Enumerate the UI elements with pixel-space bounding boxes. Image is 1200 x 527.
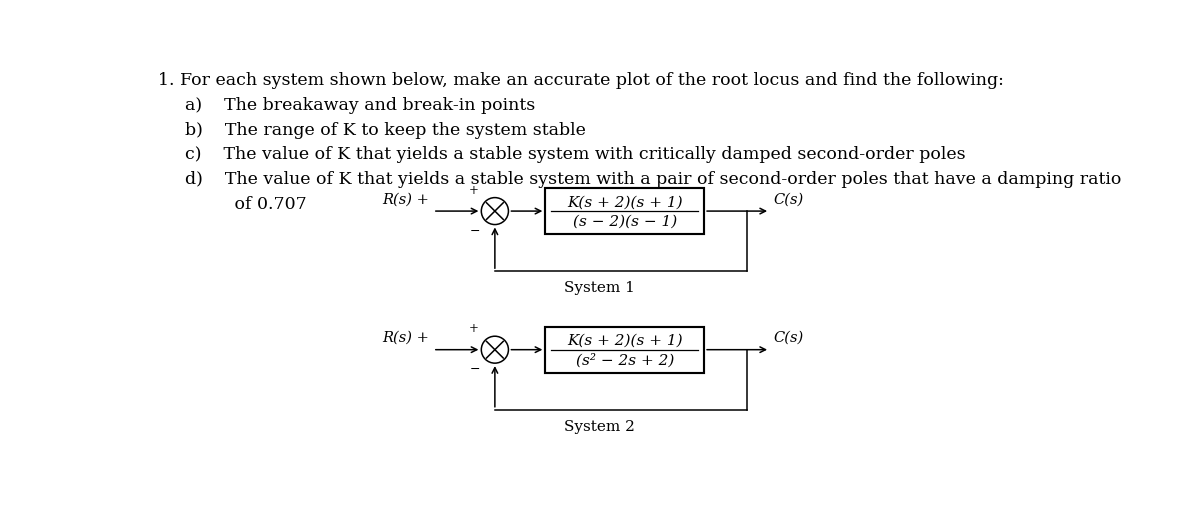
Text: System 2: System 2 [564,419,635,434]
Circle shape [481,198,509,225]
Text: (s² − 2s + 2): (s² − 2s + 2) [576,353,674,368]
Text: −: − [469,363,480,376]
Text: +: + [469,323,479,335]
Text: R(s) +: R(s) + [382,192,430,207]
Text: a)    The breakaway and break-in points: a) The breakaway and break-in points [185,97,535,114]
Text: of 0.707: of 0.707 [185,196,307,213]
Text: R(s) +: R(s) + [382,331,430,345]
Text: 1. For each system shown below, make an accurate plot of the root locus and find: 1. For each system shown below, make an … [157,73,1003,90]
Text: System 1: System 1 [564,281,635,295]
Text: C(s): C(s) [774,192,804,207]
Text: K(s + 2)(s + 1): K(s + 2)(s + 1) [566,334,683,348]
Bar [545,188,704,234]
Bar [545,327,704,373]
Text: b)    The range of K to keep the system stable: b) The range of K to keep the system sta… [185,122,586,139]
Text: +: + [469,184,479,197]
Text: c)    The value of K that yields a stable system with critically damped second-o: c) The value of K that yields a stable s… [185,147,966,163]
Text: (s − 2)(s − 1): (s − 2)(s − 1) [572,215,677,229]
Text: K(s + 2)(s + 1): K(s + 2)(s + 1) [566,195,683,209]
Circle shape [481,336,509,363]
Text: C(s): C(s) [774,331,804,345]
Text: −: − [469,225,480,238]
Text: d)    The value of K that yields a stable system with a pair of second-order pol: d) The value of K that yields a stable s… [185,171,1121,188]
